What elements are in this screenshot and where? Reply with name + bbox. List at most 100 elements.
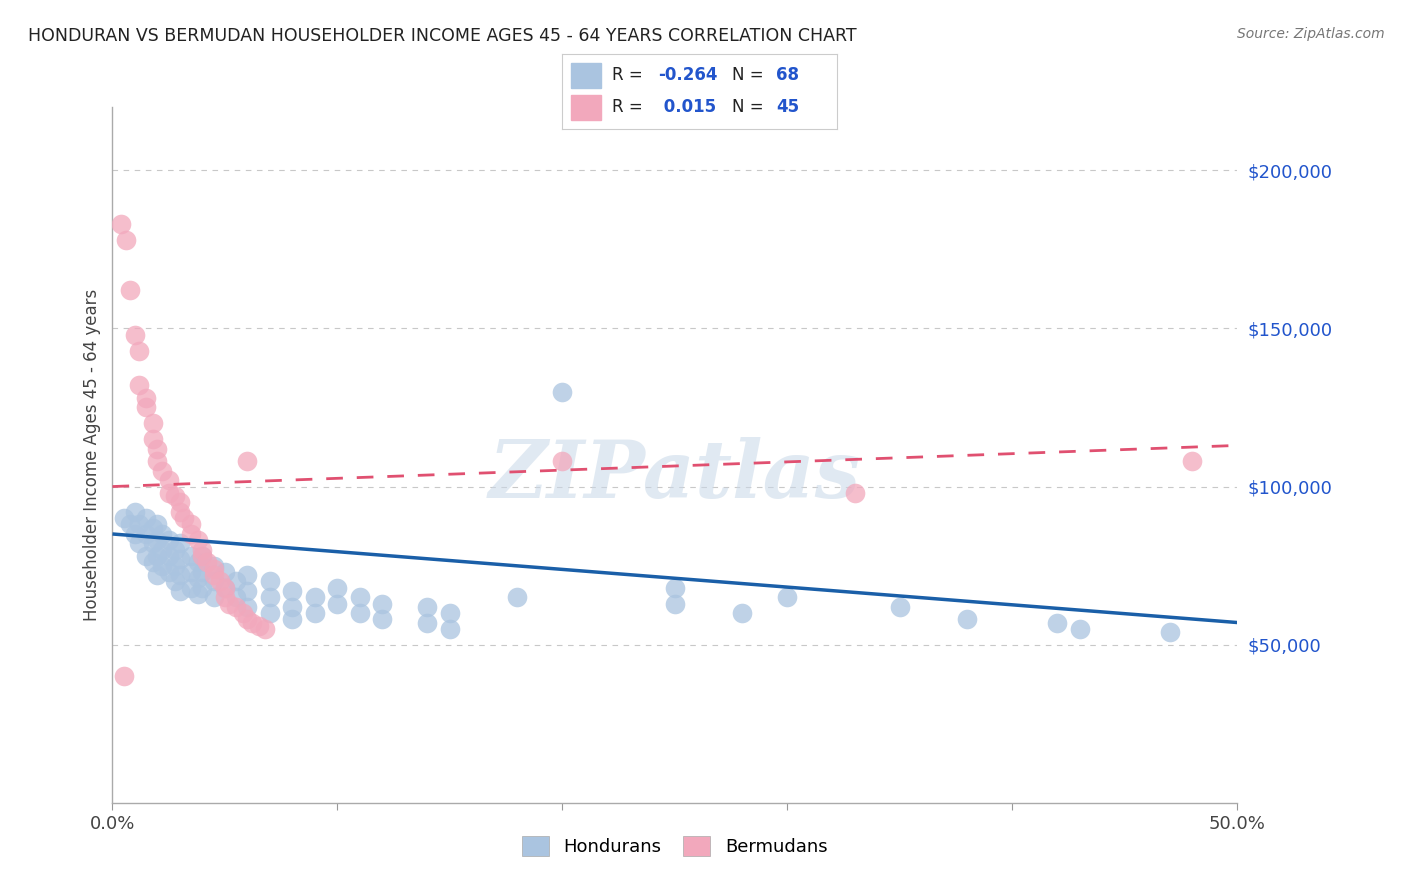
Text: -0.264: -0.264 xyxy=(658,66,718,84)
Point xyxy=(180,549,202,563)
Point xyxy=(416,615,439,630)
Point xyxy=(214,565,236,579)
Point xyxy=(191,549,214,563)
Point xyxy=(165,489,187,503)
Point xyxy=(326,597,349,611)
Point xyxy=(349,606,371,620)
Point xyxy=(146,442,169,456)
Point xyxy=(150,558,173,573)
Point xyxy=(218,597,240,611)
Point xyxy=(416,599,439,614)
Point xyxy=(240,615,263,630)
Point xyxy=(142,556,165,570)
Point xyxy=(236,583,259,598)
Text: HONDURAN VS BERMUDAN HOUSEHOLDER INCOME AGES 45 - 64 YEARS CORRELATION CHART: HONDURAN VS BERMUDAN HOUSEHOLDER INCOME … xyxy=(28,27,856,45)
Point xyxy=(180,565,202,579)
Point xyxy=(173,511,195,525)
Point xyxy=(1159,625,1181,640)
Point xyxy=(124,527,146,541)
Point xyxy=(169,495,191,509)
Point xyxy=(1046,615,1069,630)
Text: Source: ZipAtlas.com: Source: ZipAtlas.com xyxy=(1237,27,1385,41)
Point xyxy=(135,511,157,525)
Y-axis label: Householder Income Ages 45 - 64 years: Householder Income Ages 45 - 64 years xyxy=(83,289,101,621)
Point xyxy=(281,599,304,614)
Point xyxy=(120,284,142,298)
Point xyxy=(236,612,259,626)
Point xyxy=(439,606,461,620)
Point xyxy=(165,558,187,573)
Point xyxy=(236,568,259,582)
Text: N =: N = xyxy=(733,66,769,84)
Point xyxy=(371,612,394,626)
Point xyxy=(214,581,236,595)
Point xyxy=(187,533,209,548)
Point xyxy=(115,233,138,247)
Point xyxy=(135,549,157,563)
Point xyxy=(506,591,529,605)
Point xyxy=(202,558,225,573)
Point xyxy=(776,591,799,605)
Point xyxy=(142,521,165,535)
Point xyxy=(259,606,281,620)
Point xyxy=(225,574,247,589)
Point xyxy=(191,565,214,579)
Point xyxy=(371,597,394,611)
Point xyxy=(187,571,209,585)
Point xyxy=(304,591,326,605)
Text: R =: R = xyxy=(612,98,648,116)
Point xyxy=(214,581,236,595)
Point xyxy=(128,536,150,550)
Point xyxy=(254,622,277,636)
Point xyxy=(169,568,191,582)
Point xyxy=(187,587,209,601)
Point xyxy=(157,565,180,579)
Text: R =: R = xyxy=(612,66,648,84)
Point xyxy=(664,597,686,611)
Point xyxy=(731,606,754,620)
Point xyxy=(191,542,214,557)
Point xyxy=(259,574,281,589)
Point xyxy=(169,552,191,566)
Point xyxy=(225,599,247,614)
Point xyxy=(157,549,180,563)
Point xyxy=(112,669,135,683)
Point xyxy=(247,618,270,632)
Point xyxy=(146,517,169,532)
Point xyxy=(1069,622,1091,636)
Point xyxy=(142,417,165,431)
Point xyxy=(956,612,979,626)
Point xyxy=(142,536,165,550)
Text: 68: 68 xyxy=(776,66,799,84)
Point xyxy=(150,527,173,541)
Point xyxy=(180,581,202,595)
Point xyxy=(157,473,180,487)
Point xyxy=(112,511,135,525)
Point xyxy=(169,536,191,550)
Point xyxy=(165,542,187,557)
Point xyxy=(259,591,281,605)
Point xyxy=(236,454,259,468)
Point xyxy=(150,542,173,557)
Point xyxy=(157,533,180,548)
Point xyxy=(128,378,150,392)
Point xyxy=(191,581,214,595)
Point xyxy=(232,606,254,620)
Point xyxy=(187,556,209,570)
Point xyxy=(169,583,191,598)
Bar xyxy=(571,95,600,120)
Point xyxy=(124,327,146,342)
Point xyxy=(169,505,191,519)
Point xyxy=(551,454,574,468)
Point xyxy=(146,549,169,563)
Text: N =: N = xyxy=(733,98,769,116)
Point xyxy=(146,454,169,468)
Text: ZIPatlas: ZIPatlas xyxy=(489,437,860,515)
Legend: Hondurans, Bermudans: Hondurans, Bermudans xyxy=(515,829,835,863)
Point xyxy=(349,591,371,605)
Point xyxy=(202,562,225,576)
Point xyxy=(120,517,142,532)
Point xyxy=(146,568,169,582)
Point xyxy=(128,343,150,358)
Point xyxy=(844,486,866,500)
